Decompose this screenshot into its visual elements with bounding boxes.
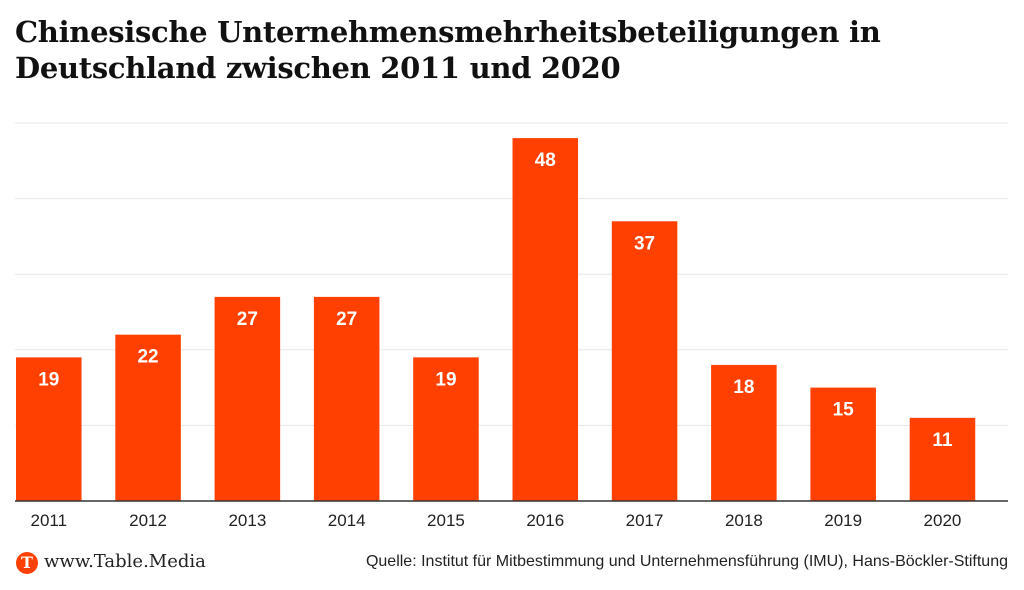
x-tick-label: 2015 [427,511,465,530]
bar-2015 [413,357,479,501]
data-label: 19 [38,369,59,390]
x-tick-label: 2017 [626,511,664,530]
x-tick-label: 2019 [824,511,862,530]
chart-title: Chinesische Unternehmensmehrheitsbeteili… [15,15,881,85]
source-note: Quelle: Institut für Mitbestimmung und U… [365,553,1008,570]
data-label: 15 [833,400,855,421]
data-label: 11 [932,430,953,451]
x-tick-label: 2011 [30,511,67,530]
data-label: 22 [137,347,158,368]
bar-2014 [313,296,380,501]
data-label: 48 [535,150,556,171]
x-tick-label: 2018 [725,511,763,530]
x-tick-label: 2020 [924,511,962,530]
x-tick-label: 2016 [526,511,564,530]
data-labels: 19 22 27 27 19 48 37 18 15 11 [38,150,953,451]
x-tick-label: 2013 [228,511,266,530]
data-label: 19 [435,369,456,390]
bar-2012 [115,334,181,501]
data-label: 18 [733,377,754,398]
table-media-logo-icon: T [16,552,38,574]
data-label: 37 [634,233,655,254]
bar-2016 [512,138,579,501]
x-tick-label: 2012 [129,511,167,530]
bar-2019 [810,387,876,501]
bars [16,138,976,501]
bar-2011 [16,357,82,501]
data-label: 27 [237,309,258,330]
bar-2013 [214,296,281,501]
site-link[interactable]: www.Table.Media [44,551,206,572]
bar-2018 [711,364,777,501]
x-tick-labels: 2011 2012 2013 2014 2015 2016 2017 2018 2019 2020 [30,511,961,530]
bar-2017 [611,221,678,501]
bar-2020 [909,417,976,501]
data-label: 27 [336,309,357,330]
x-tick-label: 2014 [328,511,366,530]
